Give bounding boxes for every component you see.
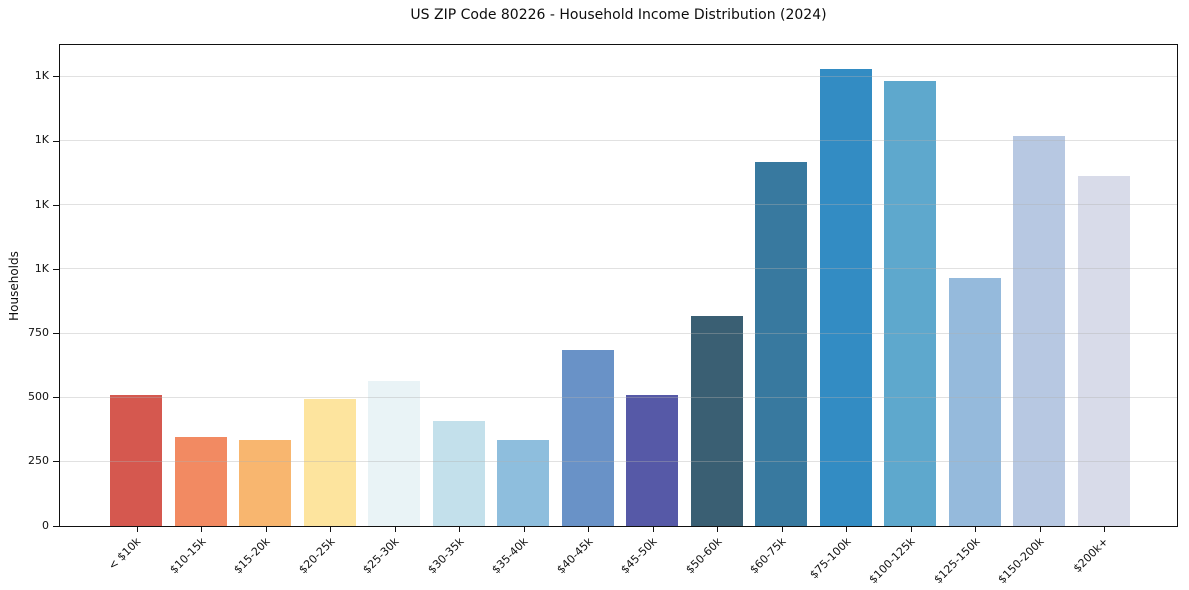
bar: [432, 420, 485, 526]
x-tick-mark: [846, 527, 847, 532]
y-tick-mark: [53, 333, 59, 334]
x-tick-label: $75-100k: [806, 535, 854, 582]
x-tick-label: $25-30k: [360, 535, 402, 577]
x-tick-mark: [975, 527, 976, 532]
y-tick-label: 0: [42, 518, 49, 532]
y-tick-label: 1K: [34, 261, 49, 275]
bar: [755, 161, 807, 526]
x-tick-label: $60-75k: [747, 535, 789, 577]
bar: [174, 437, 227, 526]
x-tick-label: $45-50k: [618, 535, 660, 577]
bar: [303, 398, 356, 526]
bar: [239, 440, 291, 526]
y-tick-mark: [53, 140, 59, 142]
y-tick-label: 1K: [34, 133, 49, 147]
x-tick-label: $100-125k: [866, 535, 918, 587]
x-tick-mark: [265, 527, 267, 532]
x-tick-label: $35-40k: [489, 535, 531, 577]
x-tick-label: $40-45k: [553, 535, 596, 577]
y-tick-label: 750: [28, 325, 49, 339]
y-tick-label: 1K: [34, 197, 49, 211]
x-tick-mark: [523, 527, 525, 532]
bar: [690, 315, 743, 526]
x-tick-mark: [717, 527, 718, 532]
x-tick-label: $15-20k: [231, 535, 273, 577]
x-tick-mark: [781, 527, 783, 532]
x-tick-mark: [588, 527, 589, 532]
y-tick-label: 500: [28, 390, 49, 404]
bar: [626, 395, 678, 526]
y-tick-mark: [53, 525, 59, 527]
bar: [1077, 175, 1130, 526]
y-tick-mark: [53, 461, 59, 463]
x-tick-mark: [459, 527, 460, 532]
chart-title: US ZIP Code 80226 - Household Income Dis…: [410, 7, 827, 23]
x-tick-label: $30-35k: [424, 535, 467, 577]
y-tick-mark: [53, 76, 59, 78]
y-tick-mark: [53, 204, 59, 206]
x-tick-mark: [201, 527, 202, 532]
x-tick-mark: [136, 527, 138, 532]
plot-area: [59, 44, 1178, 527]
bar: [368, 381, 420, 526]
y-tick-label: 1K: [34, 69, 49, 83]
bar: [497, 440, 549, 526]
y-tick-mark: [53, 268, 59, 270]
x-tick-mark: [1104, 527, 1105, 532]
x-tick-label: $125-150k: [931, 535, 983, 587]
x-tick-mark: [1039, 527, 1041, 532]
x-tick-label: $10-15k: [166, 535, 209, 577]
y-tick-mark: [53, 397, 59, 399]
bars-layer: [60, 45, 1177, 526]
x-tick-label: $200k+: [1071, 535, 1112, 576]
x-tick-label: $50-60k: [682, 535, 725, 577]
x-tick-mark: [652, 527, 654, 532]
x-tick-label: $150-200k: [995, 535, 1047, 587]
bar: [1013, 135, 1065, 526]
bar: [110, 395, 162, 526]
y-tick-label: 250: [28, 454, 49, 468]
x-tick-mark: [910, 527, 912, 532]
x-tick-label: < $10k: [106, 535, 144, 573]
bar: [819, 69, 872, 526]
x-tick-label: $20-25k: [295, 535, 338, 577]
x-tick-mark: [330, 527, 331, 532]
x-tick-mark: [394, 527, 396, 532]
bar: [561, 350, 614, 526]
bar: [948, 278, 1001, 526]
bar: [884, 80, 936, 526]
